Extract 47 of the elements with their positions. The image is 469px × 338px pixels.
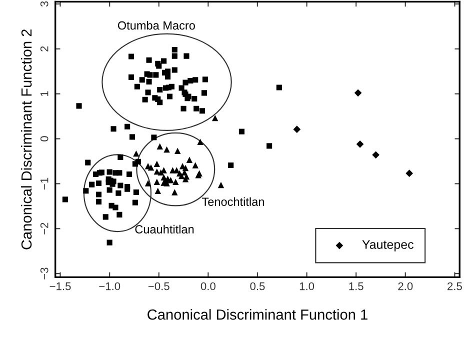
point (218, 182, 224, 188)
annotation: Cuauhtitlan (135, 224, 194, 234)
x-tick-label: 2.5 (448, 282, 462, 290)
point (172, 178, 179, 185)
point (154, 168, 160, 175)
point (156, 143, 163, 150)
point (158, 169, 164, 176)
point (178, 172, 185, 180)
y-tick-label: 0 (40, 136, 48, 142)
x-tick-label: 1.0 (300, 282, 314, 290)
y-tick-label: 3 (40, 1, 48, 7)
y-tick-label: 1 (40, 91, 48, 96)
y-tick-label: 2 (40, 46, 48, 52)
legend-label: Yautepec (362, 240, 414, 252)
point (174, 148, 181, 154)
point (356, 140, 364, 148)
x-tick-label: 1.5 (349, 282, 364, 290)
x-tick-label: −1.5 (50, 282, 71, 290)
point (168, 176, 174, 184)
y-tick-label: −1 (40, 178, 48, 190)
x-tick-label: −0.5 (148, 282, 170, 290)
annotation: Tenochtitlan (202, 197, 264, 206)
point (372, 151, 380, 159)
y-axis-title: Canonical Discriminant Function 2 (20, 30, 32, 250)
annotation: Otumba Macro (118, 20, 195, 30)
x-tick-label: 2.0 (398, 282, 413, 290)
x-axis-title: Canonical Discriminant Function 1 (148, 309, 368, 320)
point (192, 162, 198, 168)
x-tick-label: 0.5 (250, 282, 265, 290)
point (186, 156, 193, 163)
point (133, 150, 140, 157)
point (354, 89, 362, 97)
point (144, 180, 152, 186)
point (406, 170, 414, 178)
point (172, 189, 178, 196)
point (212, 114, 218, 122)
x-tick-label: −1.0 (99, 282, 120, 290)
point (154, 188, 161, 194)
point (293, 126, 301, 133)
y-tick-label: −2 (40, 222, 48, 234)
point (154, 178, 160, 185)
y-tick-label: −3 (40, 268, 48, 280)
point (164, 146, 170, 153)
point (197, 138, 204, 146)
point (154, 160, 160, 168)
x-tick-label: 0.0 (200, 282, 216, 290)
point (148, 164, 154, 171)
